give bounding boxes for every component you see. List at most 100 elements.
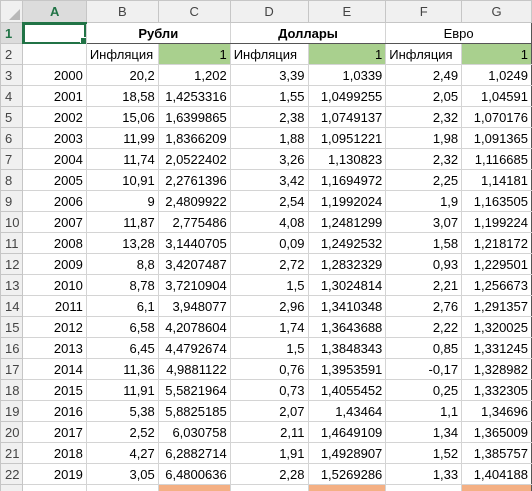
cell-a16[interactable]: 2013	[22, 337, 87, 359]
cell-a19[interactable]: 2016	[22, 400, 87, 422]
row-header-17[interactable]: 17	[0, 358, 24, 380]
cell-d5[interactable]: 2,38	[229, 106, 309, 128]
cell-f17[interactable]: -0,17	[385, 358, 463, 380]
cell-d3[interactable]: 3,39	[229, 64, 309, 86]
select-all-corner[interactable]	[0, 0, 24, 23]
header-dollars[interactable]: Доллары	[229, 22, 387, 44]
cell-c20[interactable]: 6,030758	[157, 421, 231, 443]
cell-g5[interactable]: 1,070176	[461, 106, 532, 128]
cell-d14[interactable]: 2,96	[229, 295, 309, 317]
row-header-13[interactable]: 13	[0, 274, 24, 296]
cell-a12[interactable]: 2009	[22, 253, 87, 275]
cell-e17[interactable]: 1,3953591	[307, 358, 387, 380]
cell-e16[interactable]: 1,3848343	[307, 337, 387, 359]
cell-g4[interactable]: 1,04591	[461, 85, 532, 107]
column-header-f[interactable]: F	[385, 0, 463, 23]
row-header-21[interactable]: 21	[0, 442, 24, 464]
column-header-a[interactable]: A	[22, 0, 87, 24]
cell-e22[interactable]: 1,5269286	[307, 463, 387, 485]
cell-c13[interactable]: 3,7210904	[157, 274, 231, 296]
cell-f11[interactable]: 1,58	[385, 232, 463, 254]
cell-f10[interactable]: 3,07	[385, 211, 463, 233]
cell-a7[interactable]: 2004	[22, 148, 87, 170]
cell-e8[interactable]: 1,1694972	[307, 169, 387, 191]
cell-g14[interactable]: 1,291357	[461, 295, 532, 317]
cell-a13[interactable]: 2010	[22, 274, 87, 296]
cell-f21[interactable]: 1,52	[385, 442, 463, 464]
cell-g10[interactable]: 1,199224	[461, 211, 532, 233]
row-header-6[interactable]: 6	[0, 127, 24, 149]
cell-c15[interactable]: 4,2078604	[157, 316, 231, 338]
column-header-d[interactable]: D	[229, 0, 309, 23]
cell-e10[interactable]: 1,2481299	[307, 211, 387, 233]
cell-c12[interactable]: 3,4207487	[157, 253, 231, 275]
cell-b5[interactable]: 15,06	[85, 106, 159, 128]
cell-f14[interactable]: 2,76	[385, 295, 463, 317]
cell-c17[interactable]: 4,9881122	[157, 358, 231, 380]
row-header-1[interactable]: 1	[0, 22, 24, 44]
cell-c22[interactable]: 6,4800636	[157, 463, 231, 485]
cell-a8[interactable]: 2005	[22, 169, 87, 191]
cell-c23[interactable]: 6,7982348	[157, 484, 231, 491]
row-header-4[interactable]: 4	[0, 85, 24, 107]
cell-a9[interactable]: 2006	[22, 190, 87, 212]
cell-f20[interactable]: 1,34	[385, 421, 463, 443]
cell-a17[interactable]: 2014	[22, 358, 87, 380]
cell-e23[interactable]: 1,5476948	[307, 484, 387, 491]
cell-e18[interactable]: 1,4055452	[307, 379, 387, 401]
row-header-11[interactable]: 11	[0, 232, 24, 254]
cell-c6[interactable]: 1,8366209	[157, 127, 231, 149]
cell-d23[interactable]: 1,36	[229, 484, 309, 491]
cell-a15[interactable]: 2012	[22, 316, 87, 338]
cell-g23[interactable]: 1,400397	[461, 484, 532, 491]
cell-e15[interactable]: 1,3643688	[307, 316, 387, 338]
row-header-20[interactable]: 20	[0, 421, 24, 443]
cell-a2[interactable]	[22, 43, 87, 65]
cell-c11[interactable]: 3,1440705	[157, 232, 231, 254]
cell-b17[interactable]: 11,36	[85, 358, 159, 380]
cell-e21[interactable]: 1,4928907	[307, 442, 387, 464]
cell-e12[interactable]: 1,2832329	[307, 253, 387, 275]
cell-f23[interactable]: -0,27	[385, 484, 463, 491]
cell-a14[interactable]: 2011	[22, 295, 87, 317]
cell-d12[interactable]: 2,72	[229, 253, 309, 275]
cell-f8[interactable]: 2,25	[385, 169, 463, 191]
cell-f19[interactable]: 1,1	[385, 400, 463, 422]
cell-g17[interactable]: 1,328982	[461, 358, 532, 380]
cell-d21[interactable]: 1,91	[229, 442, 309, 464]
cell-g9[interactable]: 1,163505	[461, 190, 532, 212]
cell-b10[interactable]: 11,87	[85, 211, 159, 233]
cell-d17[interactable]: 0,76	[229, 358, 309, 380]
cell-b11[interactable]: 13,28	[85, 232, 159, 254]
cell-d11[interactable]: 0,09	[229, 232, 309, 254]
cell-f3[interactable]: 2,49	[385, 64, 463, 86]
cell-b8[interactable]: 10,91	[85, 169, 159, 191]
cell-g22[interactable]: 1,404188	[461, 463, 532, 485]
cell-b23[interactable]: 4,91	[85, 484, 159, 491]
cell-b20[interactable]: 2,52	[85, 421, 159, 443]
cell-g11[interactable]: 1,218172	[461, 232, 532, 254]
cell-e11[interactable]: 1,2492532	[307, 232, 387, 254]
cell-g3[interactable]: 1,0249	[461, 64, 532, 86]
cell-g13[interactable]: 1,256673	[461, 274, 532, 296]
row-header-22[interactable]: 22	[0, 463, 24, 485]
cell-c5[interactable]: 1,6399865	[157, 106, 231, 128]
row-header-9[interactable]: 9	[0, 190, 24, 212]
column-header-b[interactable]: B	[85, 0, 159, 23]
cell-c14[interactable]: 3,948077	[157, 295, 231, 317]
row-header-10[interactable]: 10	[0, 211, 24, 233]
cell-g6[interactable]: 1,091365	[461, 127, 532, 149]
row-header-5[interactable]: 5	[0, 106, 24, 128]
cell-b3[interactable]: 20,2	[85, 64, 159, 86]
cell-e19[interactable]: 1,43464	[307, 400, 387, 422]
cell-g16[interactable]: 1,331245	[461, 337, 532, 359]
cell-f15[interactable]: 2,22	[385, 316, 463, 338]
row-header-3[interactable]: 3	[0, 64, 24, 86]
cell-c3[interactable]: 1,202	[157, 64, 231, 86]
cell-b16[interactable]: 6,45	[85, 337, 159, 359]
cell-c4[interactable]: 1,4253316	[157, 85, 231, 107]
cell-f16[interactable]: 0,85	[385, 337, 463, 359]
cell-d19[interactable]: 2,07	[229, 400, 309, 422]
